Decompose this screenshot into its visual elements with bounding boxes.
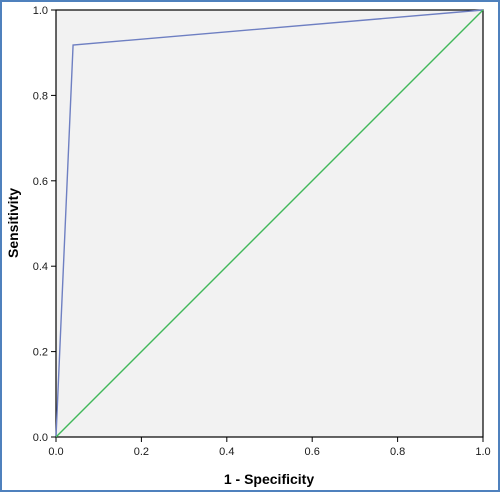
x-tick-label: 0.6: [305, 446, 320, 458]
y-tick-label: 0.8: [33, 90, 48, 102]
roc-curve: [55, 9, 484, 438]
x-axis-title: 1 - Specificity: [224, 471, 314, 487]
reference-line: [55, 9, 484, 438]
y-tick-label: 0.0: [33, 432, 48, 444]
x-tick-label: 0.4: [219, 446, 234, 458]
x-tick-label: 0.0: [48, 446, 63, 458]
y-tick-label: 1.0: [33, 5, 48, 17]
y-tick-label: 0.4: [33, 261, 48, 273]
y-axis-title: Sensitivity: [5, 188, 21, 258]
x-tick-label: 1.0: [475, 446, 490, 458]
y-tick-label: 0.6: [33, 176, 48, 188]
x-tick-label: 0.8: [390, 446, 405, 458]
y-tick-label: 0.2: [33, 347, 48, 359]
x-tick-label: 0.2: [134, 446, 149, 458]
